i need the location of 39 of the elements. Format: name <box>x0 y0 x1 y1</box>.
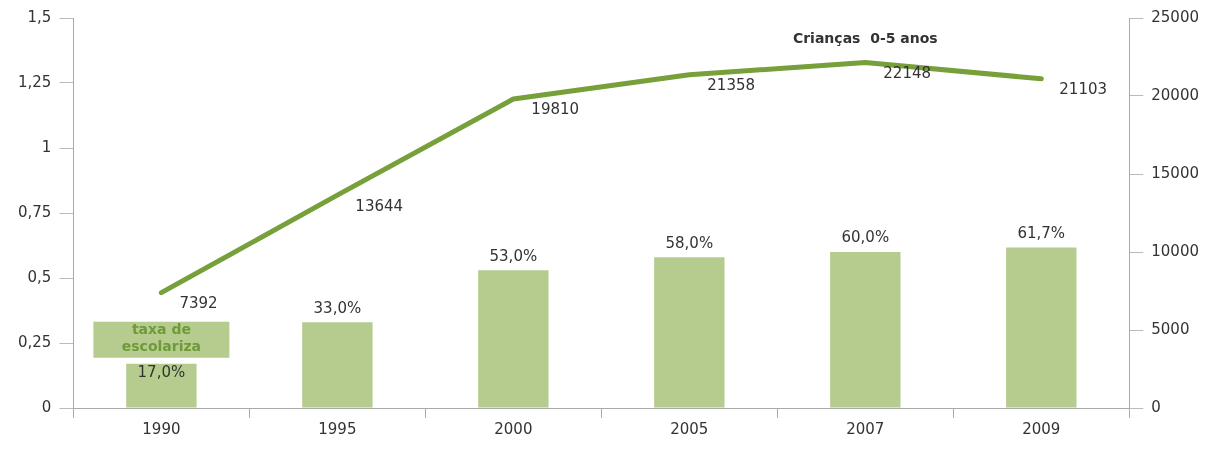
x-tick-label: 2000 <box>494 419 533 438</box>
data-label: 60,0% <box>841 228 890 247</box>
x-tick-label: 2007 <box>846 419 885 438</box>
x-tick-label: 1990 <box>142 419 181 438</box>
y-tick-label: 1,5 <box>27 7 52 26</box>
x-tick-label: 1995 <box>318 419 357 438</box>
data-label: 61,7% <box>1017 223 1066 242</box>
x-tick-label: 2005 <box>670 419 709 438</box>
y2-tick-label: 5000 <box>1151 319 1190 338</box>
bar <box>654 257 725 408</box>
data-label: 17,0% <box>137 363 186 382</box>
data-label: 7392 <box>179 294 218 313</box>
x-tick-label: 2009 <box>1022 419 1061 438</box>
data-label: 33,0% <box>313 298 362 317</box>
bar <box>302 322 373 408</box>
bar <box>1006 247 1077 408</box>
data-label: 19810 <box>531 100 580 119</box>
y2-tick-label: 25000 <box>1151 7 1199 26</box>
data-label: 22148 <box>883 63 932 82</box>
y2-tick-label: 0 <box>1151 397 1161 416</box>
bar <box>126 363 197 408</box>
y-tick-label: 1,25 <box>17 72 52 91</box>
data-label: 13644 <box>355 196 404 215</box>
data-label: 21103 <box>1059 80 1108 99</box>
series-label: taxa de escolariza <box>121 321 202 355</box>
series-label: Crianças 0-5 anos <box>792 30 938 47</box>
bar <box>478 270 549 408</box>
y-tick-label: 0,5 <box>27 267 52 286</box>
y-tick-label: 1 <box>41 137 52 156</box>
y-tick-label: 0,75 <box>17 202 52 221</box>
y2-tick-label: 15000 <box>1151 163 1199 182</box>
bar <box>830 252 901 408</box>
data-label: 53,0% <box>489 246 538 265</box>
y-tick-label: 0 <box>41 397 52 416</box>
y-tick-label: 0,25 <box>17 332 52 351</box>
data-label: 21358 <box>707 76 756 95</box>
data-label: 58,0% <box>665 233 714 252</box>
y2-tick-label: 10000 <box>1151 241 1199 260</box>
y2-tick-label: 20000 <box>1151 85 1199 104</box>
